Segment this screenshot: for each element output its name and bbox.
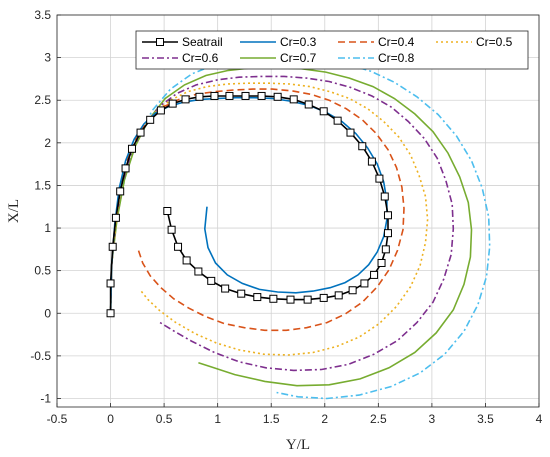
series-marker-seatrail [146, 115, 155, 124]
series-marker-seatrail [375, 174, 384, 183]
series-marker-seatrail [108, 242, 117, 251]
series-marker-seatrail [319, 107, 328, 116]
legend-label-seatrail: Seatrail [182, 35, 223, 49]
series-marker-seatrail [348, 286, 357, 295]
series-marker-seatrail [358, 142, 367, 151]
legend-label-cr-0-7: Cr=0.7 [280, 51, 317, 65]
y-tick-label: 3 [44, 51, 51, 65]
series-marker-seatrail [127, 144, 136, 153]
plot-frame [56, 14, 540, 408]
x-tick-label: 4 [536, 412, 543, 426]
legend-label-cr-0-8: Cr=0.8 [378, 51, 415, 65]
series-marker-seatrail [221, 284, 230, 293]
series-marker-seatrail [289, 95, 298, 104]
series-marker-seatrail [303, 295, 312, 304]
series-marker-seatrail [195, 92, 204, 101]
series-marker-seatrail [269, 294, 278, 303]
series-marker-seatrail [167, 225, 176, 234]
x-tick-label: 2.5 [370, 412, 387, 426]
series-marker-seatrail [380, 192, 389, 201]
y-tick-label: -0.5 [30, 349, 51, 363]
series-marker-seatrail [381, 245, 390, 254]
series-marker-seatrail [360, 279, 369, 288]
legend-label-cr-0-5: Cr=0.5 [476, 35, 513, 49]
series-marker-seatrail [334, 291, 343, 300]
series-marker-seatrail [304, 100, 313, 109]
x-tick-label: 0.5 [156, 412, 173, 426]
series-line-cr-0-7 [109, 67, 473, 387]
series-marker-seatrail [257, 91, 266, 100]
series-marker-seatrail [333, 116, 342, 125]
series-marker-seatrail [241, 91, 250, 100]
series-marker-seatrail [168, 99, 177, 108]
y-tick-label: 0.5 [34, 264, 51, 278]
y-axis-label: X/L [6, 199, 22, 223]
legend-marker-seatrail [156, 38, 164, 46]
series-marker-seatrail [163, 207, 172, 215]
series-marker-seatrail [194, 267, 203, 276]
y-tick-label: 0 [44, 306, 51, 320]
y-tick-label: -1 [40, 391, 51, 405]
series-marker-seatrail [210, 91, 219, 100]
series-marker-seatrail [286, 295, 295, 304]
plot-background [57, 15, 539, 407]
y-tick-label: 2.5 [34, 93, 51, 107]
series-marker-seatrail [181, 95, 190, 104]
series-marker-seatrail [106, 309, 115, 318]
x-axis-label: Y/L [286, 437, 310, 453]
x-tick-label: -0.5 [47, 412, 68, 426]
series-marker-seatrail [207, 276, 216, 285]
x-tick-label: 1 [214, 412, 221, 426]
legend-label-cr-0-3: Cr=0.3 [280, 35, 317, 49]
series-marker-seatrail [174, 242, 183, 251]
series-marker-seatrail [136, 128, 145, 137]
y-tick-label: 3.5 [34, 8, 51, 22]
x-tick-label: 3.5 [477, 412, 494, 426]
series-marker-seatrail [225, 91, 234, 100]
legend-box [135, 30, 529, 70]
series-marker-seatrail [121, 164, 130, 173]
x-tick-label: 3 [429, 412, 436, 426]
legend-label-cr-0-6: Cr=0.6 [182, 51, 219, 65]
series-marker-seatrail [367, 157, 376, 166]
y-tick-label: 1.5 [34, 178, 51, 192]
series-marker-seatrail [377, 258, 386, 267]
series-line-cr-0-8 [109, 56, 491, 400]
x-tick-label: 2 [321, 412, 328, 426]
series-marker-seatrail [116, 187, 125, 196]
series-marker-seatrail [253, 293, 262, 302]
series-line-cr-0-4 [109, 88, 405, 332]
series-marker-seatrail [346, 128, 355, 137]
series-marker-seatrail [156, 106, 165, 115]
ticks: -0.5 0 0.5 1 1.5 2 2.5 3 3.5 4 -1 -0.5 0 0.5 1 1.5 2 2.5 3… [30, 8, 542, 426]
y-tick-label: 1 [44, 221, 51, 235]
series-marker-seatrail [370, 270, 379, 279]
legend: Seatrail Cr=0.3 Cr=0.4 Cr=0.5 Cr=0.6 Cr=0.7 Cr… [135, 30, 529, 70]
series-marker-seatrail [106, 279, 115, 288]
legend-label-cr-0-4: Cr=0.4 [378, 35, 415, 49]
series-marker-seatrail [273, 92, 282, 101]
series-layer [106, 56, 491, 400]
series-marker-seatrail [319, 293, 328, 302]
y-tick-label: 2 [44, 136, 51, 150]
series-marker-seatrail [111, 213, 120, 222]
series-marker-seatrail [383, 211, 392, 220]
x-tick-label: 0 [107, 412, 114, 426]
series-marker-seatrail [383, 229, 392, 238]
series-marker-seatrail [182, 256, 191, 265]
x-tick-label: 1.5 [263, 412, 280, 426]
series-marker-seatrail [237, 289, 246, 298]
